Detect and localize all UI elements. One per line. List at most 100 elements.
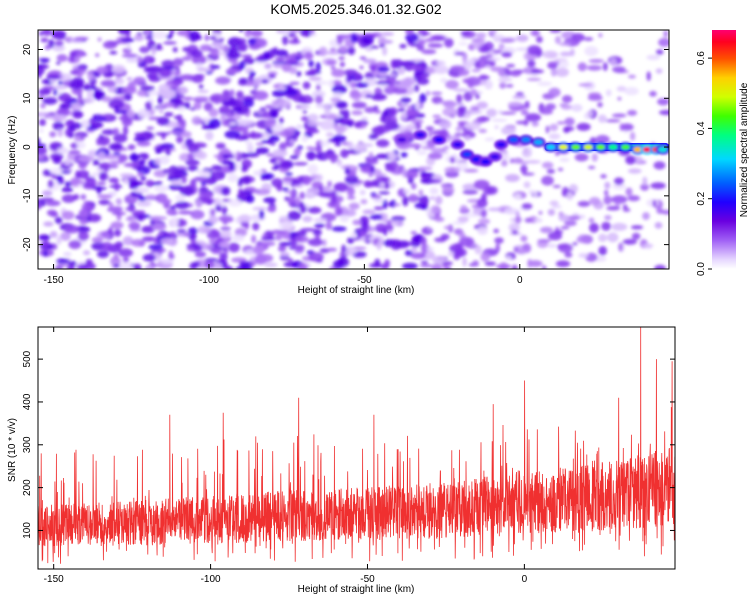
spectrogram-noise-blob xyxy=(379,182,386,187)
spectrogram-noise-blob xyxy=(410,231,417,235)
spectrogram-noise-blob xyxy=(442,107,458,117)
spectrogram-noise-blob xyxy=(351,101,367,109)
spectrogram-noise-blob xyxy=(486,186,498,195)
spectrogram-noise-blob xyxy=(251,234,257,244)
spectrogram-noise-blob xyxy=(235,125,249,132)
spectrogram-noise-blob xyxy=(346,187,355,197)
spectrogram-noise-blob xyxy=(571,104,583,112)
spectrogram-noise-blob xyxy=(604,189,609,196)
spectrogram-noise-blob xyxy=(542,161,554,169)
spectrogram-noise-blob xyxy=(440,233,450,241)
spectrogram-noise-blob xyxy=(271,100,278,109)
spectrogram-noise-blob xyxy=(145,90,162,96)
spectrogram-noise-blob xyxy=(525,160,541,164)
spectrogram-noise-blob xyxy=(179,186,195,197)
spectrogram-noise-blob xyxy=(365,94,372,98)
spectrogram-noise-blob xyxy=(325,60,337,66)
spectrogram-noise-blob xyxy=(181,119,187,129)
spectrogram-noise-blob xyxy=(153,185,169,192)
spectrogram-noise-blob xyxy=(269,107,283,112)
spectrogram-noise-blob xyxy=(484,261,496,266)
spectrogram-noise-blob xyxy=(176,229,187,234)
spectrogram-noise-blob xyxy=(332,134,347,143)
spectrogram-noise-blob xyxy=(530,69,541,74)
spectrogram-noise-blob xyxy=(276,99,292,108)
spectrogram-noise-blob xyxy=(540,109,553,115)
spectrogram-noise-blob xyxy=(38,137,41,146)
y-tick-label: 100 xyxy=(22,522,33,539)
spectrogram-noise-blob xyxy=(370,65,377,72)
spectrogram-noise-blob xyxy=(77,71,83,78)
spectrogram-noise-blob xyxy=(101,247,117,252)
spectrogram-noise-blob xyxy=(330,97,342,102)
spectrogram-noise-blob xyxy=(434,216,445,222)
spectrogram-noise-blob xyxy=(271,61,288,65)
spectrogram-noise-blob xyxy=(261,79,269,84)
spectrogram-noise-blob xyxy=(257,110,265,115)
spectrogram-noise-blob xyxy=(260,241,276,247)
spectrogram-noise-blob xyxy=(547,208,556,216)
spectrogram-noise-blob xyxy=(559,157,570,162)
spectrogram-noise-blob xyxy=(378,191,390,195)
spectrogram-noise-blob xyxy=(160,259,175,264)
spectrogram-noise-blob xyxy=(330,65,336,70)
spectrogram-noise-blob xyxy=(541,175,554,186)
spectrogram-noise-blob xyxy=(339,109,345,116)
signal-blob-core xyxy=(608,144,618,150)
spectrogram-noise-blob xyxy=(260,173,275,179)
spectrogram-noise-blob xyxy=(523,181,531,189)
spectrogram-noise-blob xyxy=(649,90,657,97)
spectrogram-noise-blob xyxy=(134,34,144,42)
spectrogram-noise-blob xyxy=(120,38,135,43)
spectrogram-noise-blob xyxy=(45,200,61,207)
spectrogram-noise-blob xyxy=(509,70,522,77)
spectrogram-noise-blob xyxy=(144,265,155,269)
spectrogram-noise-blob xyxy=(501,126,516,136)
spectrogram-noise-blob xyxy=(239,42,248,52)
spectrogram-noise-blob xyxy=(548,61,560,65)
spectrogram-noise-blob xyxy=(453,88,469,92)
spectrogram-noise-blob xyxy=(189,262,198,269)
spectrogram-noise-blob xyxy=(96,66,109,75)
spectrogram-noise-blob xyxy=(181,56,192,61)
spectrogram-noise-blob xyxy=(346,74,352,84)
spectrogram-noise-blob xyxy=(349,92,362,99)
spectrogram-noise-blob xyxy=(168,250,173,259)
colorbar-gradient xyxy=(712,30,736,269)
spectrogram-noise-blob xyxy=(279,161,291,170)
spectrogram-noise-blob xyxy=(76,141,86,149)
spectrogram-noise-blob xyxy=(574,153,589,162)
spectrogram-noise-blob xyxy=(460,31,472,36)
spectrogram-noise-blob xyxy=(101,241,112,248)
spectrogram-noise-blob xyxy=(289,231,299,236)
spectrogram-noise-blob xyxy=(211,248,221,252)
spectrogram-noise-blob xyxy=(204,258,218,262)
spectrogram-noise-blob xyxy=(650,182,666,190)
spectrogram-noise-blob xyxy=(561,104,573,110)
spectrogram-noise-blob xyxy=(97,194,113,199)
spectrogram-noise-blob xyxy=(77,231,89,241)
spectrogram-noise-blob xyxy=(235,266,248,269)
spectrogram-noise-blob xyxy=(430,147,446,153)
spectrogram-noise-blob xyxy=(100,79,117,88)
spectrogram-noise-blob xyxy=(416,150,428,156)
spectrogram-noise-blob xyxy=(521,148,533,158)
spectrogram-noise-blob xyxy=(180,131,192,138)
spectrogram-noise-blob xyxy=(359,189,366,196)
spectrogram-noise-blob xyxy=(136,200,151,207)
spectrogram-noise-blob xyxy=(490,30,497,35)
spectrogram-noise-blob xyxy=(60,231,71,241)
spectrogram-noise-blob xyxy=(231,234,245,242)
spectrogram-noise-blob xyxy=(78,209,89,219)
spectrogram-noise-blob xyxy=(141,236,156,242)
spectrogram-noise-blob xyxy=(472,260,479,266)
spectrogram-noise-blob xyxy=(327,201,341,209)
spectrogram-noise-blob xyxy=(309,68,318,75)
colorbar: 0.0 0.2 0.4 0.6 Normalized spectral amplitu… xyxy=(696,30,750,276)
spectrogram-noise-blob xyxy=(547,52,557,59)
spectrogram-noise-blob xyxy=(232,38,247,44)
spectrogram-noise-blob xyxy=(96,181,107,186)
spectrogram-noise-blob xyxy=(255,58,268,62)
spectrogram-noise-blob xyxy=(630,225,644,230)
spectrogram-noise-blob xyxy=(444,166,461,174)
